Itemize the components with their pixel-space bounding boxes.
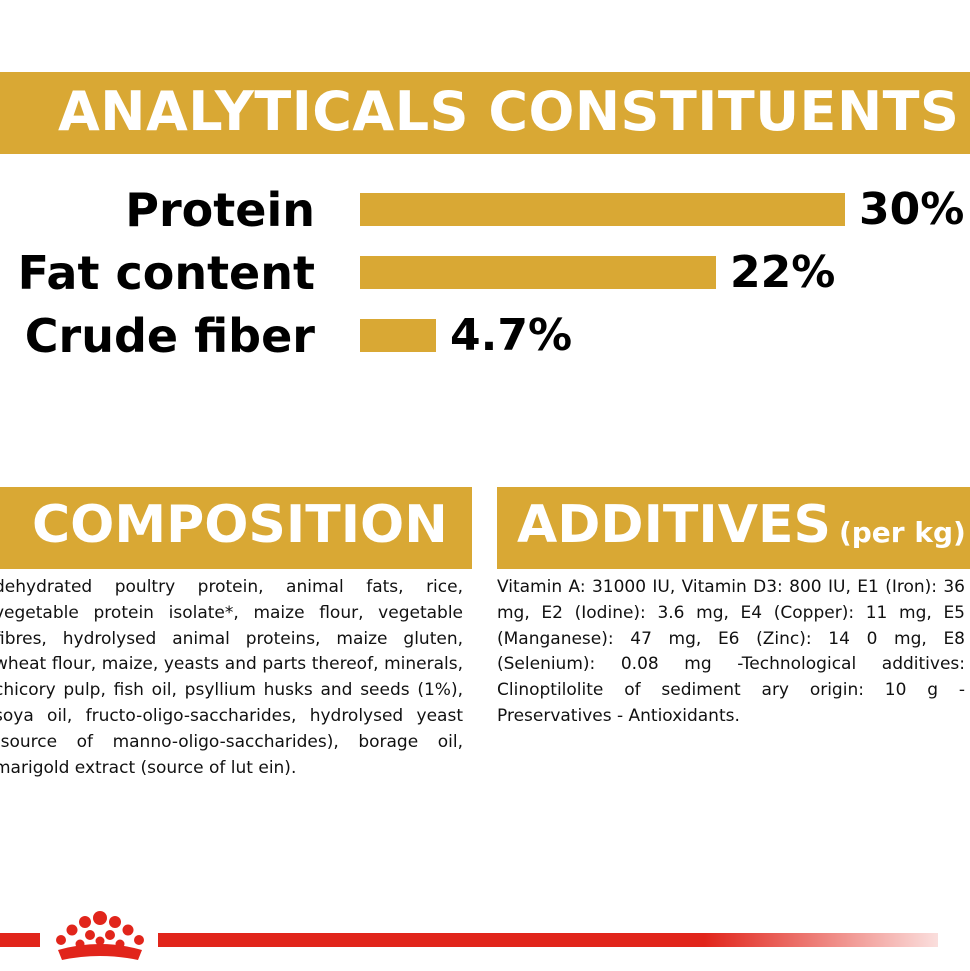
additives-banner: ADDITIVES (per kg)	[497, 487, 970, 569]
crown-logo-icon	[56, 911, 144, 960]
footer-line-right	[158, 933, 938, 947]
nutrient-bar	[360, 256, 716, 289]
nutrient-label: Protein	[125, 183, 315, 237]
additives-title: ADDITIVES	[517, 495, 831, 555]
footer-line-left	[0, 933, 40, 947]
composition-title: COMPOSITION	[32, 495, 448, 555]
nutrient-row-fat: Fat content 22%	[0, 243, 970, 303]
composition-banner: COMPOSITION	[0, 487, 472, 569]
nutrient-bar	[360, 193, 845, 226]
nutrient-label: Fat content	[17, 246, 315, 300]
additives-text: Vitamin A: 31000 IU, Vitamin D3: 800 IU,…	[497, 577, 965, 726]
nutrient-bar	[360, 319, 436, 352]
analytics-title: ANALYTICALS CONSTITUENTS	[58, 80, 960, 143]
additives-title-wrap: ADDITIVES (per kg)	[517, 495, 966, 555]
footer-line	[0, 933, 970, 947]
nutrient-row-fiber: Crude fiber 4.7%	[0, 306, 970, 366]
nutrient-value: 30%	[859, 184, 965, 235]
nutrient-value: 22%	[730, 247, 836, 298]
analytics-banner: ANALYTICALS CONSTITUENTS	[0, 72, 970, 154]
composition-text: dehydrated poultry protein, animal fats,…	[0, 577, 463, 778]
nutrient-row-protein: Protein 30%	[0, 180, 970, 240]
additives-subtitle: (per kg)	[838, 516, 966, 549]
nutrient-label: Crude fiber	[24, 309, 315, 363]
nutrient-value: 4.7%	[450, 310, 573, 361]
